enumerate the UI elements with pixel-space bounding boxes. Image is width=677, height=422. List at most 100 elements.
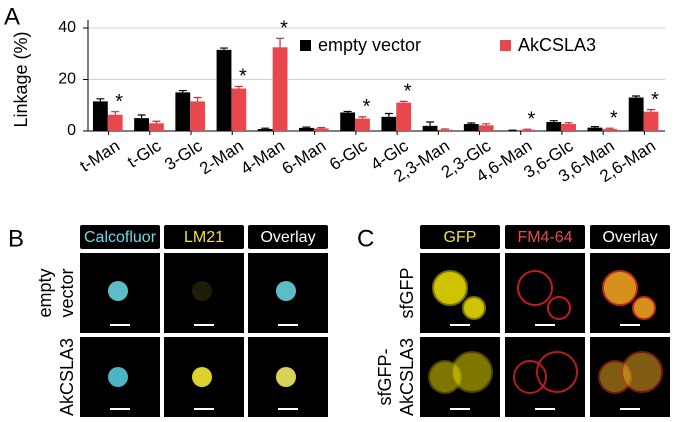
- column-header: FM4-64: [517, 229, 572, 246]
- column-header-box: [164, 225, 244, 249]
- cell: [632, 296, 656, 320]
- cell: [547, 296, 571, 320]
- significance-mark: *: [239, 66, 247, 88]
- row-label: empty: [35, 268, 55, 317]
- row-label: sfGFP-: [375, 348, 395, 405]
- bar: [628, 97, 644, 131]
- column-header-box: [590, 225, 670, 249]
- microscopy-image: [505, 253, 585, 333]
- x-tick-label: t-Man: [76, 136, 123, 176]
- error-bar: [523, 128, 532, 130]
- column-header-box: [420, 225, 500, 249]
- bar: [107, 114, 123, 131]
- bar: [92, 101, 108, 131]
- error-bar: [137, 114, 146, 119]
- bar: [340, 112, 356, 131]
- row-label: AkCSLA3: [397, 338, 417, 416]
- error-bar: [343, 110, 352, 113]
- significance-mark: *: [404, 81, 412, 103]
- legend-label: AkCSLA3: [518, 35, 596, 55]
- bar: [190, 101, 206, 131]
- bar: [134, 118, 149, 131]
- y-tick-label: 20: [58, 71, 76, 88]
- bar: [396, 102, 412, 131]
- bar: [257, 128, 273, 131]
- error-bar: [358, 116, 367, 119]
- error-bar: [178, 89, 187, 93]
- cell: [536, 351, 578, 393]
- error-bar: [234, 85, 243, 89]
- cell: [108, 281, 128, 301]
- bar: [422, 125, 438, 131]
- bar: [519, 129, 535, 131]
- error-bar: [564, 122, 573, 125]
- error-bar: [605, 127, 614, 129]
- error-bar: [317, 127, 326, 129]
- cell: [513, 360, 547, 394]
- error-bar: [111, 111, 120, 115]
- bar: [463, 124, 479, 131]
- legend-swatch: [300, 40, 311, 51]
- bar: [643, 111, 659, 131]
- x-tick-label: 6-Man: [279, 136, 330, 178]
- cell: [462, 296, 486, 320]
- column-header-box: [80, 225, 160, 249]
- cell: [192, 281, 212, 301]
- cell: [108, 367, 128, 387]
- panel-label: C: [357, 225, 374, 252]
- error-bar: [261, 127, 270, 129]
- significance-mark: *: [363, 96, 371, 118]
- error-bar: [467, 122, 476, 125]
- significance-mark: *: [651, 89, 659, 111]
- error-bar: [549, 120, 558, 122]
- significance-mark: *: [115, 91, 123, 113]
- x-tick-label: t-Glc: [124, 136, 165, 172]
- column-header: Overlay: [260, 229, 315, 246]
- error-bar: [193, 96, 202, 102]
- x-tick-label: 2-Man: [196, 136, 247, 178]
- cell: [276, 367, 296, 387]
- x-tick-label: 6-Glc: [326, 136, 371, 174]
- bar: [602, 128, 618, 131]
- y-axis-label: Linkage (%): [11, 31, 31, 127]
- bar: [231, 88, 247, 131]
- bar: [381, 116, 397, 131]
- row-label: sfGFP: [397, 267, 417, 318]
- panel-label: A: [4, 3, 20, 30]
- y-tick-label: 0: [67, 122, 76, 139]
- error-bar: [440, 128, 449, 130]
- significance-mark: *: [610, 107, 618, 129]
- cell: [451, 351, 493, 393]
- error-bar: [220, 47, 229, 50]
- error-bar: [399, 100, 408, 103]
- cell: [517, 270, 553, 306]
- bar: [561, 124, 576, 131]
- error-bar: [646, 109, 655, 112]
- y-tick-label: 40: [58, 19, 76, 36]
- legend-label: empty vector: [318, 35, 421, 55]
- row-label: vector: [57, 268, 77, 317]
- significance-mark: *: [527, 108, 535, 130]
- legend-swatch: [500, 40, 511, 51]
- error-bar: [276, 37, 285, 48]
- cell: [602, 270, 638, 306]
- column-header: LM21: [184, 229, 224, 246]
- bar: [478, 125, 494, 131]
- bar: [216, 49, 232, 132]
- bar: [437, 129, 453, 131]
- error-bar: [96, 98, 105, 102]
- bar: [313, 128, 329, 131]
- column-header-box: [248, 225, 328, 249]
- column-header: GFP: [444, 229, 477, 246]
- cell: [432, 270, 468, 306]
- column-header: Overlay: [602, 229, 657, 246]
- error-bar: [152, 120, 161, 124]
- x-tick-label: 4-Man: [237, 136, 288, 178]
- error-bar: [632, 95, 641, 98]
- cell: [276, 281, 296, 301]
- bar: [587, 127, 603, 131]
- column-header: Calcofluor: [84, 229, 157, 246]
- bar: [546, 121, 562, 131]
- error-bar: [426, 121, 435, 126]
